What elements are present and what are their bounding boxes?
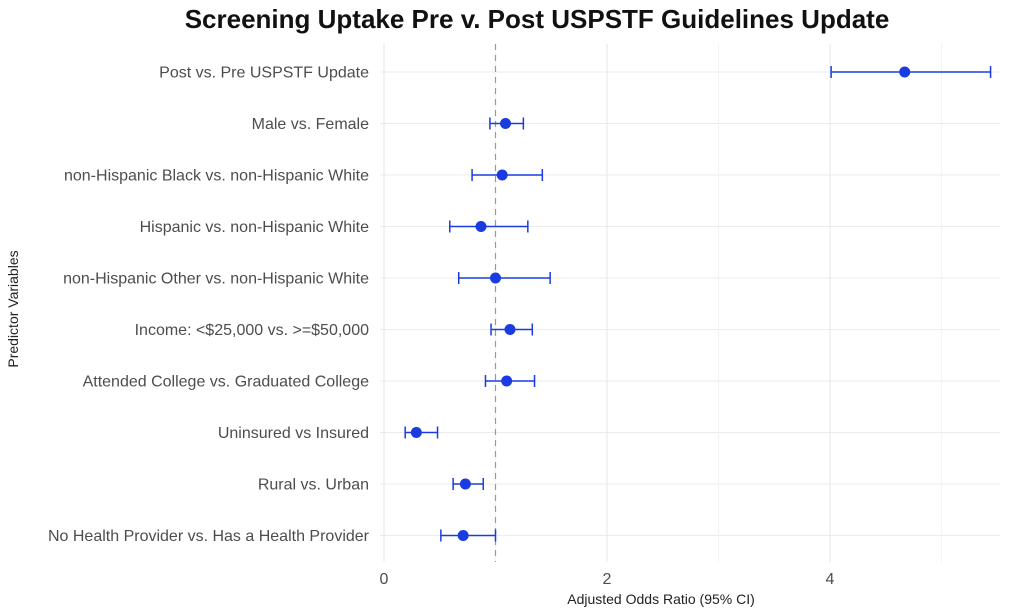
category-label: Income: <$25,000 vs. >=$50,000	[135, 322, 370, 339]
estimate-point	[496, 169, 508, 181]
category-label: Rural vs. Urban	[258, 477, 369, 494]
estimate-point	[501, 375, 513, 387]
error-bar	[457, 272, 551, 284]
category-label: non-Hispanic Black vs. non-Hispanic Whit…	[64, 168, 369, 185]
category-label: non-Hispanic Other vs. non-Hispanic Whit…	[63, 271, 369, 288]
x-axis-title: Adjusted Odds Ratio (95% CI)	[567, 591, 755, 607]
category-label: Post vs. Pre USPSTF Update	[159, 65, 369, 82]
category-label: Uninsured vs Insured	[218, 425, 369, 442]
error-bar	[830, 66, 992, 78]
chart-title: Screening Uptake Pre v. Post USPSTF Guid…	[185, 4, 890, 34]
estimate-point	[490, 272, 501, 284]
x-tick-label: 2	[603, 571, 612, 588]
category-label: Attended College vs. Graduated College	[83, 374, 370, 391]
estimate-point	[500, 118, 512, 129]
grid	[380, 44, 1000, 562]
estimate-point	[410, 427, 422, 438]
y-axis-title: Predictor Variables	[5, 250, 21, 367]
estimate-point	[899, 66, 911, 78]
category-label: No Health Provider vs. Has a Health Prov…	[48, 528, 370, 545]
estimate-point	[457, 530, 469, 541]
marks	[404, 66, 992, 542]
x-tick-label: 4	[826, 571, 835, 588]
category-label: Male vs. Female	[252, 116, 369, 133]
category-label: Hispanic vs. non-Hispanic White	[140, 219, 370, 236]
category-labels: Post vs. Pre USPSTF Update Male vs. Femal…	[48, 65, 370, 546]
estimate-point	[504, 324, 516, 335]
estimate-point	[459, 478, 471, 490]
x-tick-labels: 0 2 4	[380, 571, 835, 588]
estimate-point	[475, 221, 487, 232]
x-tick-label: 0	[380, 571, 389, 588]
error-bar	[449, 220, 529, 233]
